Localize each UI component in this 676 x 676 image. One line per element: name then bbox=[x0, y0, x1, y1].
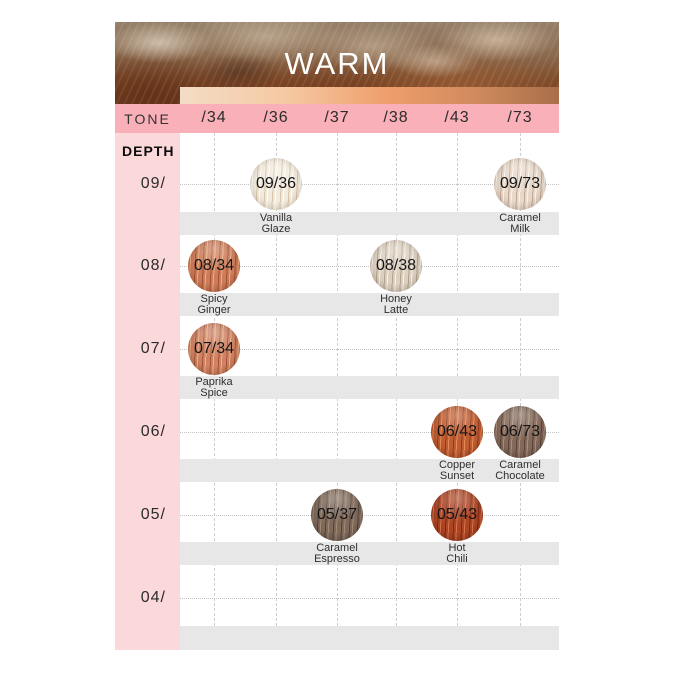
grid-hline-2 bbox=[180, 349, 559, 350]
swatch-name-06-43: Copper Sunset bbox=[411, 460, 503, 482]
tone-row-label: TONE bbox=[124, 111, 171, 127]
swatch-07-34: 07/34 bbox=[188, 323, 240, 375]
tone-label-34: /34 bbox=[201, 109, 227, 126]
tone-label-43: /43 bbox=[444, 109, 470, 126]
label-band-3 bbox=[180, 459, 559, 482]
swatch-name-line: Hot bbox=[448, 542, 466, 554]
depth-label-04: 04/ bbox=[140, 589, 166, 606]
depth-label-05: 05/ bbox=[140, 506, 166, 523]
swatch-name-line: Vanilla bbox=[259, 212, 293, 224]
swatch-name-line: Chili bbox=[446, 553, 468, 565]
tone-label-73: /73 bbox=[507, 109, 533, 126]
swatch-name-line: Spice bbox=[200, 387, 228, 399]
swatch-name-line: Spicy bbox=[200, 293, 228, 305]
grid-hline-4 bbox=[180, 515, 559, 516]
swatch-name-line: Caramel bbox=[499, 459, 541, 471]
swatch-name-05-43: Hot Chili bbox=[411, 543, 503, 565]
swatch-name-06-73: Caramel Chocolate bbox=[474, 460, 566, 482]
label-band-1 bbox=[180, 293, 559, 316]
depth-column-label: DEPTH bbox=[122, 143, 175, 159]
swatch-code: 05/43 bbox=[436, 506, 478, 523]
swatch-name-08-34: Spicy Ginger bbox=[168, 294, 260, 316]
depth-label-08: 08/ bbox=[140, 257, 166, 274]
swatch-06-73: 06/73 bbox=[494, 406, 546, 458]
swatch-name-line: Espresso bbox=[314, 553, 360, 565]
swatch-name-line: Caramel bbox=[499, 212, 541, 224]
swatch-name-line: Glaze bbox=[261, 223, 291, 235]
swatch-name-line: Ginger bbox=[197, 304, 231, 316]
swatch-name-line: Latte bbox=[383, 304, 409, 316]
depth-label-09: 09/ bbox=[140, 175, 166, 192]
depth-label-07: 07/ bbox=[140, 340, 166, 357]
swatch-name-line: Milk bbox=[510, 223, 530, 235]
label-band-2 bbox=[180, 376, 559, 399]
swatch-08-34: 08/34 bbox=[188, 240, 240, 292]
swatch-name-08-38: Honey Latte bbox=[350, 294, 442, 316]
label-band-0 bbox=[180, 212, 559, 235]
swatch-code: 06/43 bbox=[436, 423, 478, 440]
swatch-name-line: Honey bbox=[380, 293, 412, 305]
swatch-name-07-34: Paprika Spice bbox=[168, 377, 260, 399]
grid-hline-3 bbox=[180, 432, 559, 433]
swatch-09-36: 09/36 bbox=[250, 158, 302, 210]
copper-gradient-bar bbox=[180, 87, 559, 104]
swatch-name-line: Paprika bbox=[195, 376, 233, 388]
depth-sidebar bbox=[115, 133, 180, 650]
swatch-09-73: 09/73 bbox=[494, 158, 546, 210]
swatch-code: 08/34 bbox=[193, 257, 235, 274]
tone-label-37: /37 bbox=[324, 109, 350, 126]
label-band-4 bbox=[180, 542, 559, 565]
tone-label-38: /38 bbox=[383, 109, 409, 126]
swatch-code: 06/73 bbox=[499, 423, 541, 440]
swatch-code: 09/36 bbox=[255, 175, 297, 192]
swatch-08-38: 08/38 bbox=[370, 240, 422, 292]
tone-row: TONE /34/36/37/38/43/73 bbox=[115, 104, 559, 133]
swatch-name-09-36: Vanilla Glaze bbox=[230, 213, 322, 235]
swatch-name-line: Chocolate bbox=[495, 470, 545, 482]
grid-hline-1 bbox=[180, 266, 559, 267]
tone-label-36: /36 bbox=[263, 109, 289, 126]
swatch-code: 09/73 bbox=[499, 175, 541, 192]
swatch-05-37: 05/37 bbox=[311, 489, 363, 541]
depth-label-06: 06/ bbox=[140, 423, 166, 440]
swatch-name-line: Caramel bbox=[316, 542, 358, 554]
grid-hline-5 bbox=[180, 598, 559, 599]
swatch-code: 08/38 bbox=[375, 257, 417, 274]
swatch-code: 05/37 bbox=[316, 506, 358, 523]
label-band-5 bbox=[180, 626, 559, 650]
swatch-code: 07/34 bbox=[193, 340, 235, 357]
swatch-name-09-73: Caramel Milk bbox=[474, 213, 566, 235]
grid-hline-0 bbox=[180, 184, 559, 185]
swatch-name-line: Sunset bbox=[439, 470, 475, 482]
swatch-name-line: Copper bbox=[438, 459, 476, 471]
swatch-05-43: 05/43 bbox=[431, 489, 483, 541]
page-title: WARM bbox=[284, 46, 390, 81]
swatch-name-05-37: Caramel Espresso bbox=[291, 543, 383, 565]
warm-shade-chart: WARM TONE /34/36/37/38/43/73 DEPTH 09/08… bbox=[115, 22, 559, 650]
swatch-06-43: 06/43 bbox=[431, 406, 483, 458]
